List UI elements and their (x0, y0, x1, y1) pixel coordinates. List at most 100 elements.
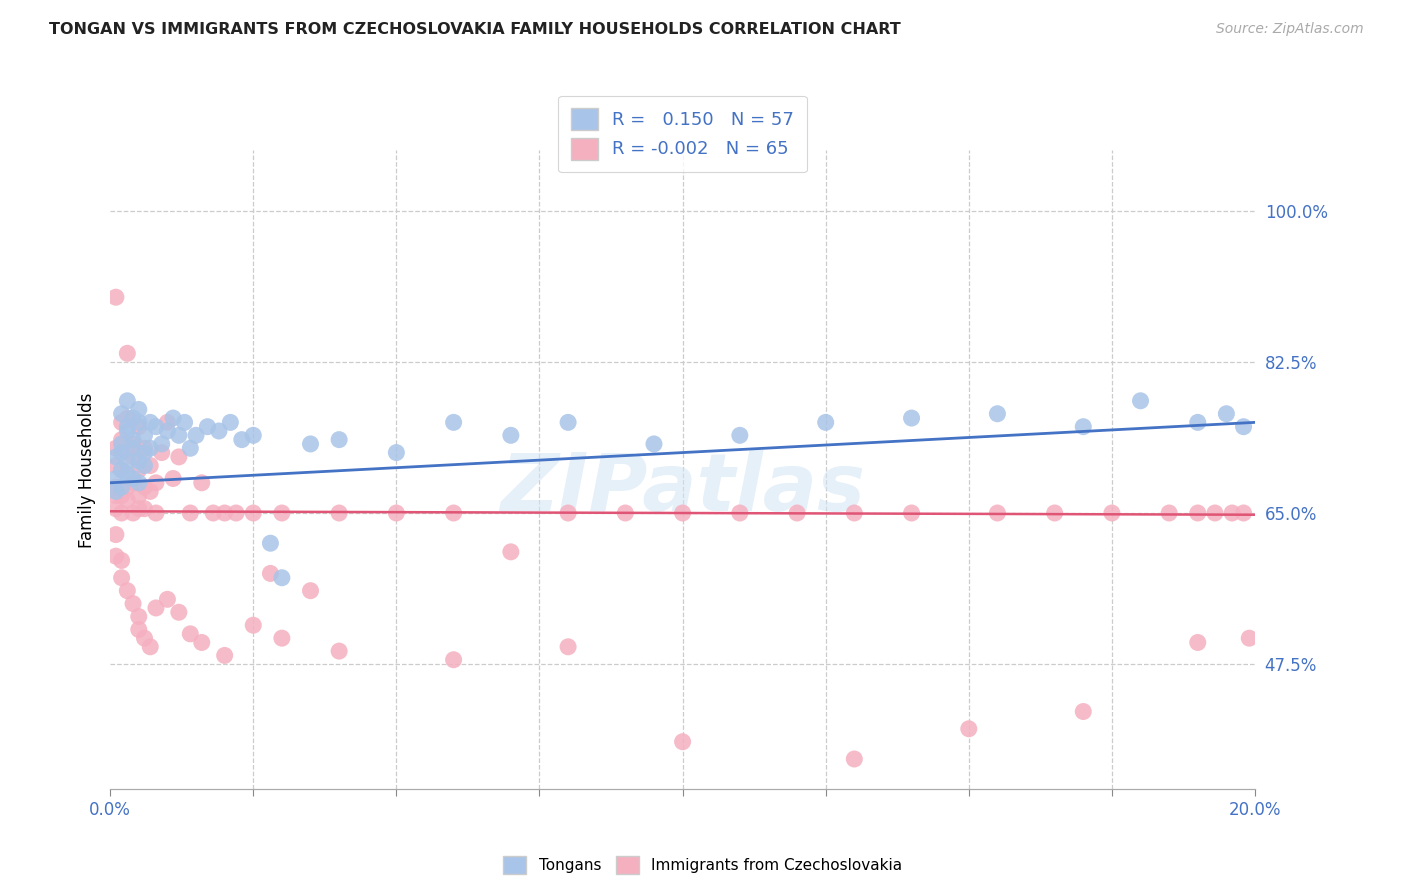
Point (190, 475, 212, 490)
Point (122, 437, 145, 451)
Point (128, 416, 150, 430)
Point (270, 571, 292, 585)
Point (110, 480, 132, 494)
Point (844, 752, 866, 766)
Point (139, 458, 162, 473)
Point (117, 493, 139, 508)
Point (110, 463, 132, 477)
Point (231, 433, 253, 447)
Point (900, 411, 922, 425)
Point (145, 506, 167, 520)
Point (110, 489, 132, 503)
Point (134, 501, 156, 516)
Point (671, 735, 693, 749)
Point (139, 416, 162, 430)
Point (145, 601, 167, 615)
Point (162, 471, 184, 485)
Point (173, 416, 195, 430)
Point (786, 506, 808, 520)
Point (122, 411, 145, 425)
Point (179, 506, 201, 520)
Point (184, 428, 207, 442)
Point (986, 506, 1008, 520)
Point (270, 506, 292, 520)
Point (110, 463, 132, 477)
Point (1220, 506, 1243, 520)
Point (110, 433, 132, 447)
Point (122, 442, 145, 456)
Point (259, 566, 281, 581)
Point (110, 553, 132, 567)
Point (957, 722, 980, 736)
Point (1101, 506, 1123, 520)
Point (145, 419, 167, 434)
Point (197, 419, 219, 434)
Point (671, 506, 693, 520)
Point (499, 428, 522, 442)
Point (1215, 407, 1237, 421)
Point (122, 475, 145, 490)
Point (110, 407, 132, 421)
Point (179, 627, 201, 641)
Text: Source: ZipAtlas.com: Source: ZipAtlas.com (1216, 22, 1364, 37)
Point (122, 597, 145, 611)
Point (150, 437, 173, 451)
Point (117, 454, 139, 468)
Point (117, 419, 139, 434)
Point (104, 484, 127, 499)
Point (128, 623, 150, 637)
Point (104, 450, 127, 464)
Point (110, 445, 132, 459)
Point (122, 450, 145, 464)
Point (214, 506, 236, 520)
Point (1159, 506, 1181, 520)
Point (134, 442, 156, 456)
Point (117, 480, 139, 494)
Point (214, 648, 236, 663)
Point (202, 506, 225, 520)
Point (110, 437, 132, 451)
Point (1071, 419, 1094, 434)
Point (104, 458, 127, 473)
Point (1187, 416, 1209, 430)
Point (242, 618, 264, 632)
Point (1239, 631, 1261, 645)
Point (134, 631, 156, 645)
Point (614, 506, 637, 520)
Point (139, 484, 162, 499)
Point (385, 506, 408, 520)
Point (128, 454, 150, 468)
Point (643, 437, 665, 451)
Point (110, 506, 132, 520)
Point (104, 471, 127, 485)
Point (557, 506, 579, 520)
Point (1232, 506, 1254, 520)
Point (299, 583, 322, 598)
Point (167, 450, 190, 464)
Point (134, 458, 156, 473)
Point (156, 416, 179, 430)
Point (117, 411, 139, 425)
Point (156, 592, 179, 607)
Point (128, 489, 150, 503)
Point (728, 506, 751, 520)
Point (1232, 419, 1254, 434)
Point (134, 480, 156, 494)
Legend: Tongans, Immigrants from Czechoslovakia: Tongans, Immigrants from Czechoslovakia (498, 850, 908, 880)
Point (139, 640, 162, 654)
Point (219, 416, 242, 430)
Point (117, 393, 139, 408)
Point (162, 411, 184, 425)
Point (167, 428, 190, 442)
Point (117, 583, 139, 598)
Point (117, 424, 139, 438)
Point (208, 424, 231, 438)
Point (443, 506, 465, 520)
Point (190, 635, 212, 649)
Point (110, 571, 132, 585)
Point (167, 605, 190, 619)
Point (986, 407, 1008, 421)
Point (728, 428, 751, 442)
Point (128, 402, 150, 417)
Point (128, 475, 150, 490)
